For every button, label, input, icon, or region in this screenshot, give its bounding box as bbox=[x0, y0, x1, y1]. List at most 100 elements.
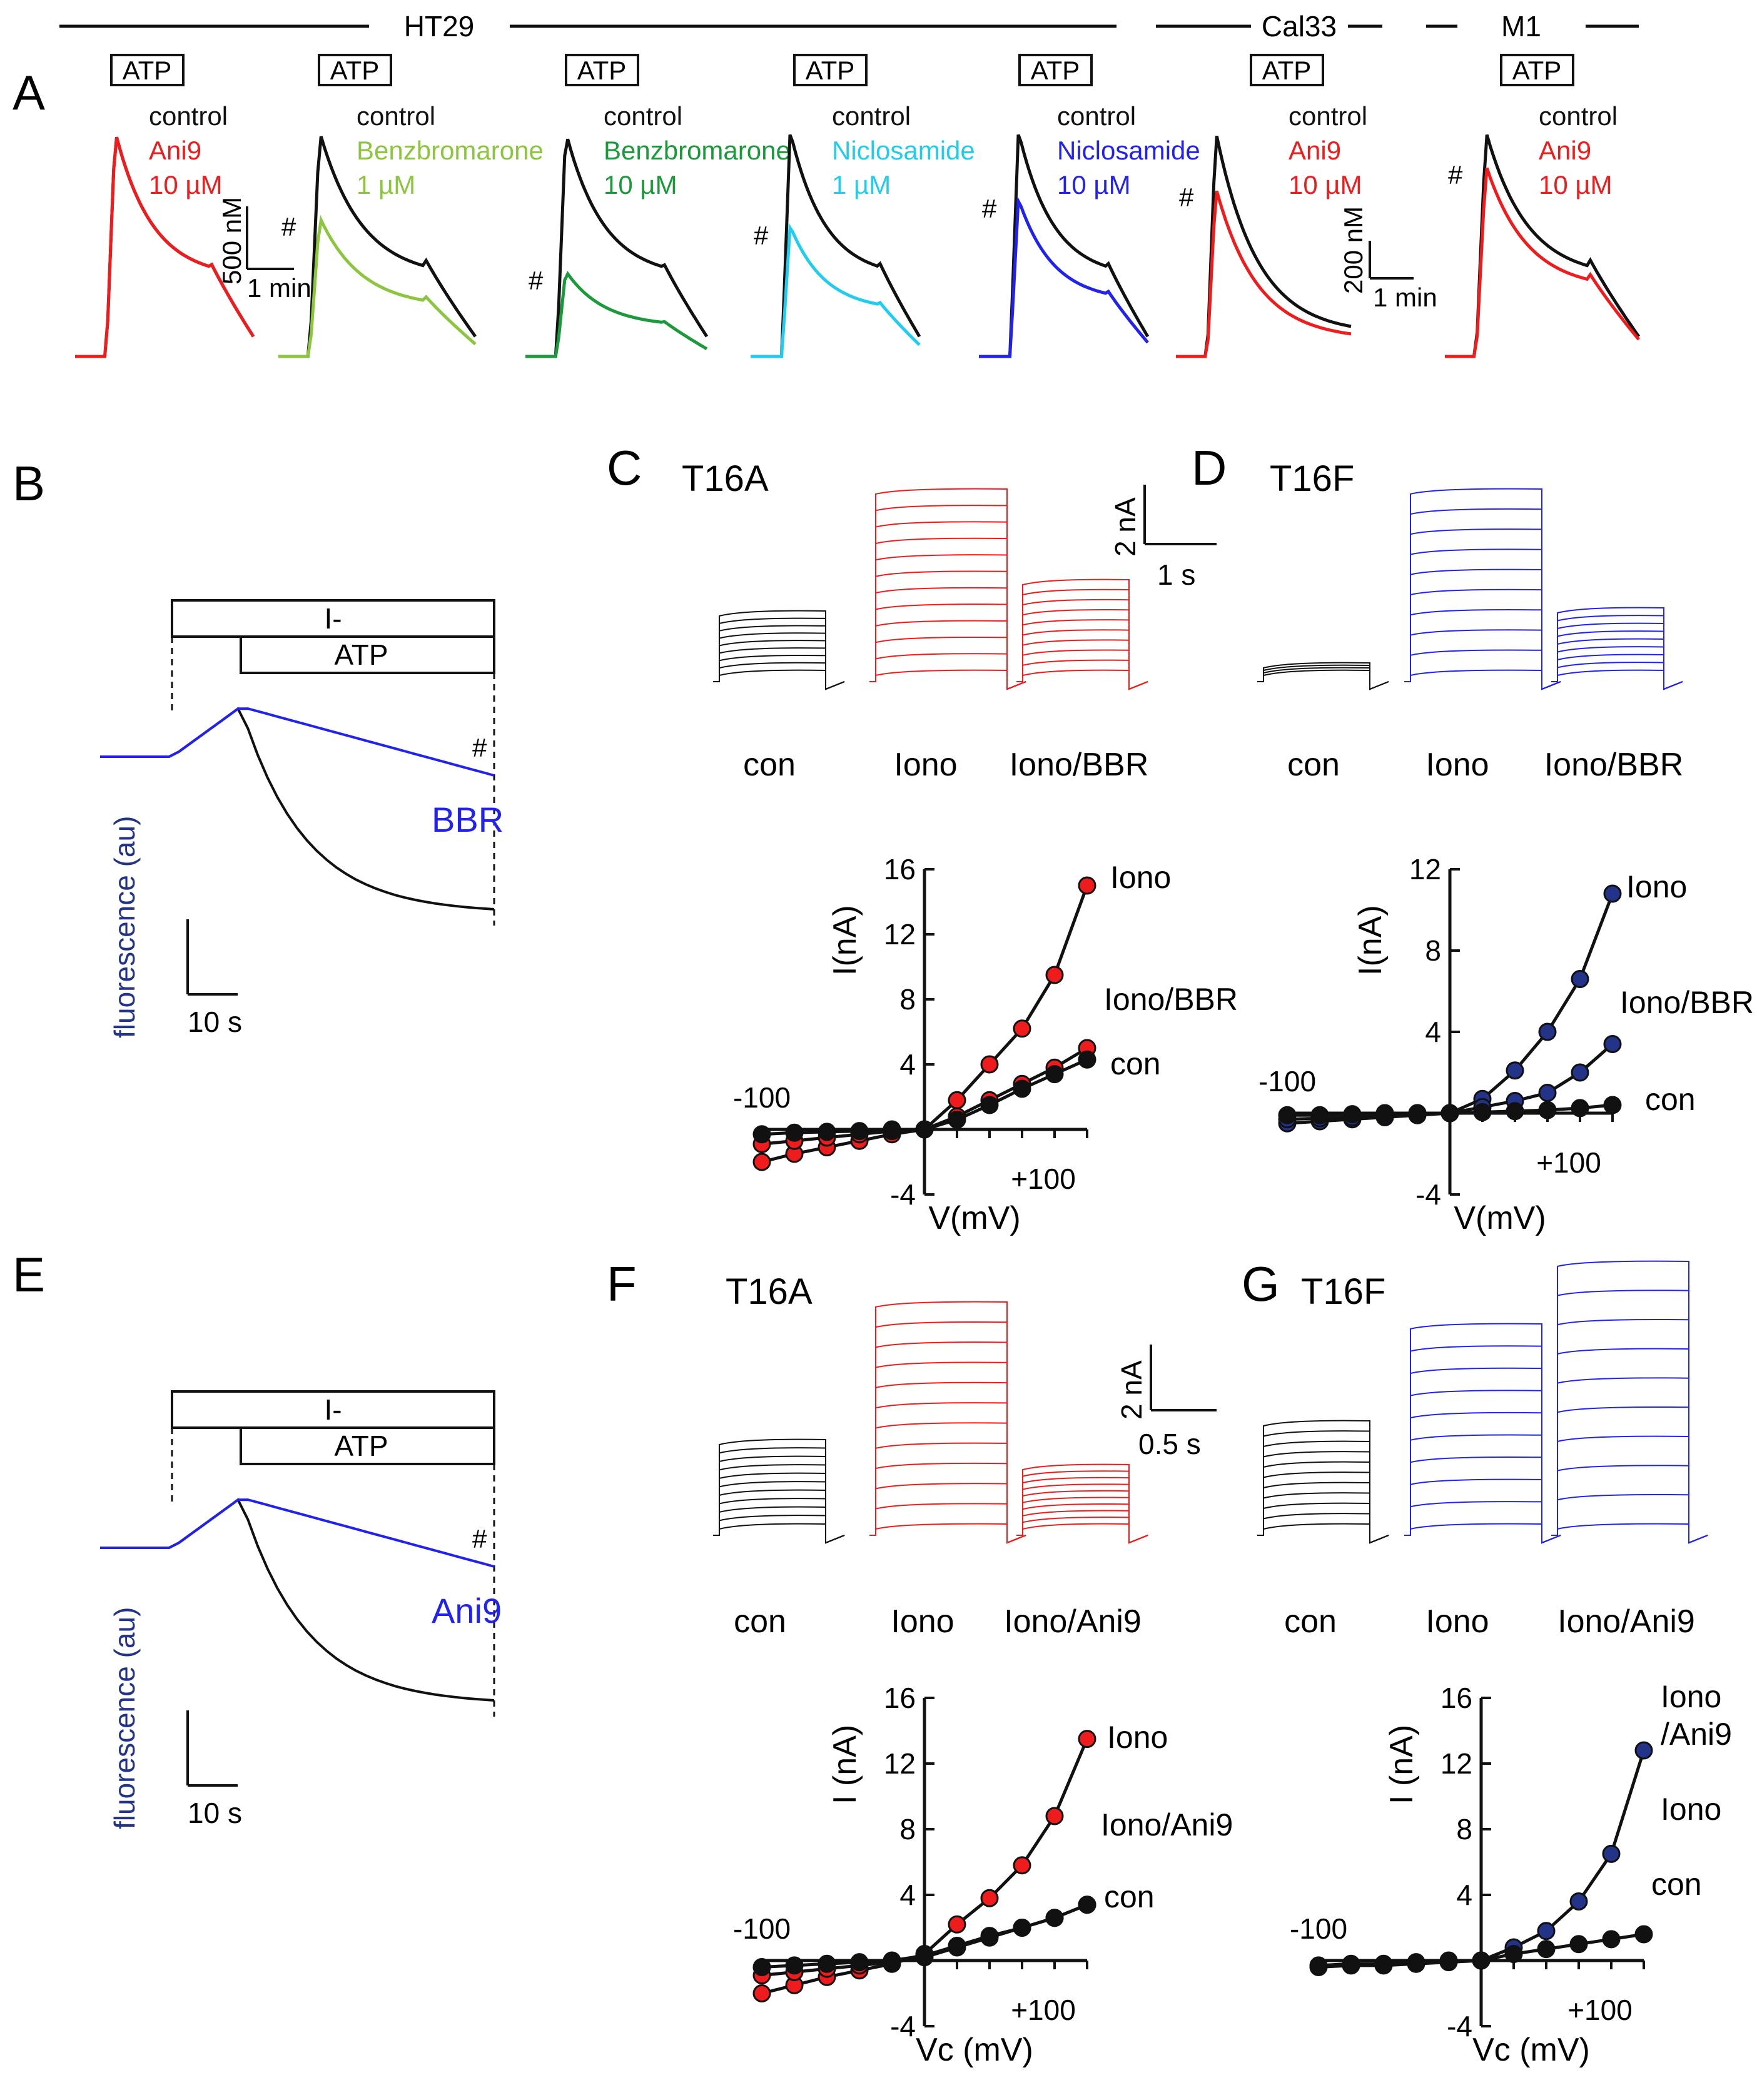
atp-box bbox=[565, 54, 639, 86]
drug-trace bbox=[525, 271, 708, 358]
drug-trace bbox=[100, 707, 495, 777]
data-point bbox=[1342, 1954, 1360, 1973]
current-sweep bbox=[713, 1438, 845, 1544]
data-point bbox=[1571, 970, 1589, 988]
significance-hash: # bbox=[281, 212, 296, 241]
current-sweep bbox=[869, 1523, 1026, 1544]
drug-trace bbox=[1445, 167, 1640, 358]
data-point bbox=[1504, 1945, 1523, 1963]
condition-label: Iono/BBR bbox=[1010, 747, 1149, 783]
current-sweep bbox=[1016, 598, 1148, 690]
data-point bbox=[980, 1889, 999, 1907]
drug-trace bbox=[751, 223, 921, 358]
series-label: Iono bbox=[1626, 869, 1687, 904]
data-point bbox=[1013, 1856, 1031, 1875]
current-sweep bbox=[869, 1341, 1026, 1544]
current-sweep bbox=[1404, 669, 1561, 690]
calcium-traces-panel: ATP control Ani9 10 µM ATP control Benzbromaro… bbox=[75, 54, 1641, 358]
current-sweep bbox=[1016, 1463, 1148, 1544]
y-tick-label: 12 bbox=[884, 1747, 916, 1780]
data-point bbox=[752, 1984, 771, 2002]
data-point bbox=[818, 1123, 836, 1141]
condition-label: Iono bbox=[1425, 1603, 1489, 1640]
legend-text: control bbox=[1539, 101, 1618, 131]
fluorescence-label: fluorescence (au) bbox=[108, 816, 141, 1038]
data-point bbox=[1013, 1019, 1031, 1038]
fluorescence-label: fluorescence (au) bbox=[108, 1607, 141, 1829]
current-sweep bbox=[713, 1523, 845, 1544]
data-point bbox=[1045, 1807, 1064, 1825]
x-tick-label-min: -100 bbox=[733, 1081, 791, 1114]
current-sweep bbox=[869, 1402, 1026, 1544]
current-sweep bbox=[1404, 1478, 1561, 1544]
series-label: /Ani9 bbox=[1661, 1717, 1732, 1752]
x-axis-label: Vc (mV) bbox=[916, 2032, 1033, 2068]
current-sweep bbox=[869, 1361, 1026, 1544]
panel-letter-f: F bbox=[607, 1256, 637, 1311]
current-sweep bbox=[869, 505, 1026, 690]
current-sweep bbox=[713, 1472, 845, 1544]
data-point bbox=[1537, 1922, 1556, 1941]
current-sweep bbox=[1016, 578, 1148, 690]
current-sweep bbox=[713, 662, 845, 690]
series-label: Iono bbox=[1661, 1792, 1721, 1827]
current-sweep bbox=[869, 1422, 1026, 1544]
condition-label: con bbox=[1287, 747, 1340, 783]
current-sweep bbox=[1016, 1477, 1148, 1544]
current-sweep bbox=[869, 1321, 1026, 1544]
atp-box bbox=[1018, 54, 1093, 86]
scale-bar-a2: 200 nM 1 min bbox=[1339, 206, 1437, 312]
legend-text: control bbox=[1057, 101, 1136, 131]
current-sweep bbox=[1016, 659, 1148, 690]
current-sweep bbox=[1257, 1513, 1389, 1544]
data-point bbox=[1569, 1892, 1588, 1911]
y-tick-label: 16 bbox=[1441, 1682, 1472, 1714]
y-tick-label: 16 bbox=[884, 853, 916, 886]
data-point bbox=[1013, 1079, 1031, 1098]
current-sweep bbox=[1404, 1323, 1561, 1544]
atp-box bbox=[1250, 54, 1324, 86]
current-sweep bbox=[1016, 588, 1148, 690]
x-tick-label-min: -100 bbox=[733, 1912, 791, 1945]
panel-letter-e: E bbox=[13, 1247, 45, 1302]
y-axis-label: I(nA) bbox=[827, 905, 863, 976]
y-axis-label: I(nA) bbox=[1352, 905, 1389, 976]
condition-label: Iono bbox=[894, 747, 957, 783]
current-sweep bbox=[1404, 488, 1561, 690]
data-point bbox=[948, 1110, 966, 1129]
y-tick-label: 4 bbox=[1456, 1879, 1472, 1911]
current-sweep bbox=[1016, 639, 1148, 690]
current-sweep bbox=[869, 587, 1026, 690]
atp-label: ATP bbox=[1512, 56, 1562, 85]
data-point bbox=[948, 1091, 966, 1109]
y-tick-label: -4 bbox=[1447, 2010, 1472, 2042]
legend-text: Benzbromarone bbox=[604, 136, 791, 165]
current-sweep bbox=[869, 537, 1026, 690]
atp-label: ATP bbox=[123, 56, 172, 85]
current-sweep bbox=[1551, 1377, 1708, 1544]
iodide-label: I- bbox=[324, 602, 342, 635]
current-sweep bbox=[869, 603, 1026, 690]
current-sweep bbox=[713, 632, 845, 690]
current-sweep bbox=[1404, 1411, 1561, 1544]
x-tick-label-max: +100 bbox=[1567, 1994, 1633, 2026]
legend-text: 1 µM bbox=[832, 170, 891, 199]
current-sweep bbox=[713, 654, 845, 690]
current-sweep bbox=[713, 669, 845, 690]
scale-f-x: 0.5 s bbox=[1138, 1428, 1201, 1460]
drug-trace bbox=[1176, 190, 1352, 358]
data-point bbox=[1506, 1061, 1524, 1080]
current-sweep bbox=[869, 620, 1026, 690]
condition-label: Iono bbox=[891, 1603, 954, 1640]
series-label: con bbox=[1110, 1046, 1161, 1081]
scale-c-x: 1 s bbox=[1157, 558, 1195, 591]
current-sweep bbox=[1404, 608, 1561, 690]
current-sweep bbox=[1404, 568, 1561, 690]
current-sweep bbox=[1404, 1434, 1561, 1544]
current-sweep bbox=[1404, 1345, 1561, 1544]
series-label: Iono bbox=[1661, 1679, 1721, 1714]
current-sweep bbox=[1257, 1430, 1389, 1544]
current-sweep bbox=[1016, 1470, 1148, 1544]
current-sweep bbox=[1551, 1465, 1708, 1544]
